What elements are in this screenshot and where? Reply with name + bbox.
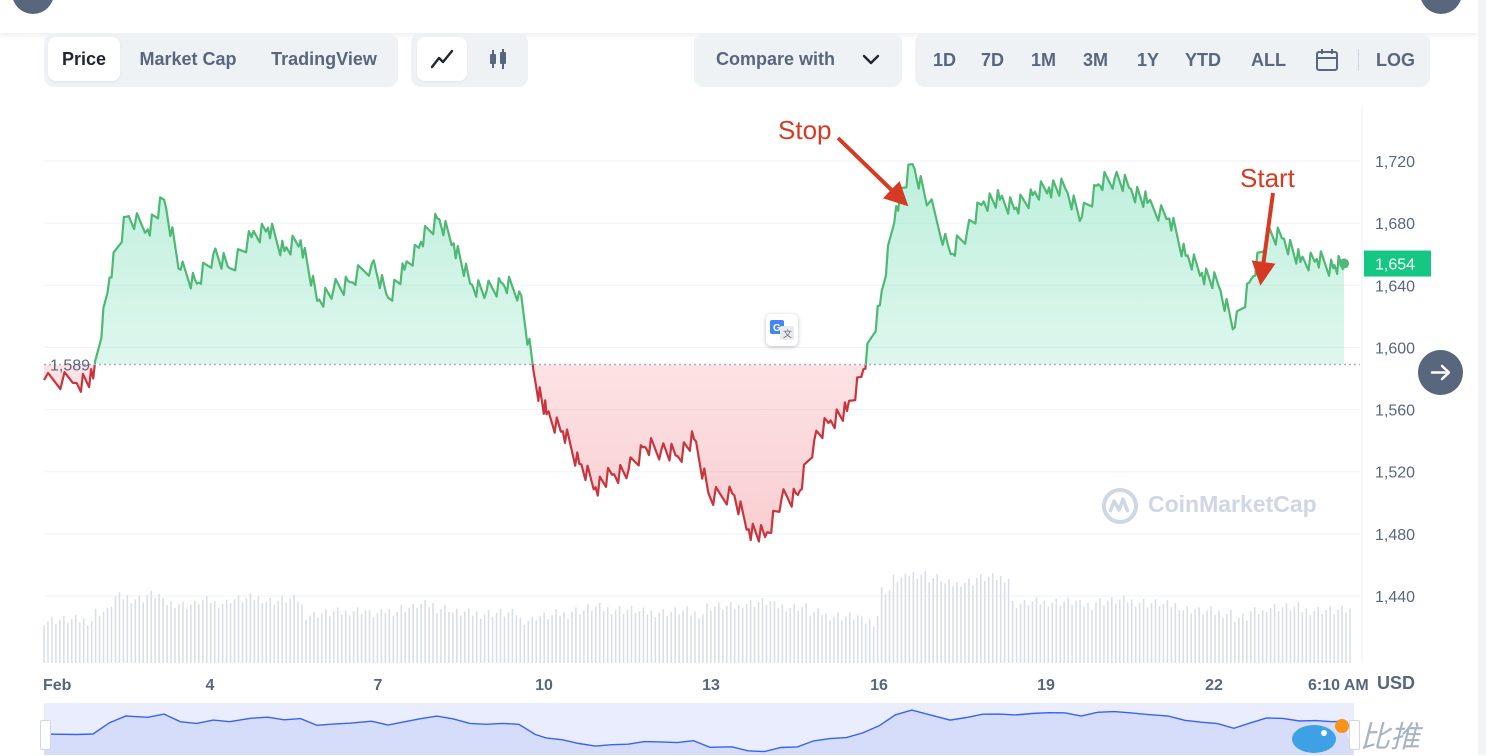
x-tick-label: 16 [870,677,888,694]
y-axis: 1,720 1,680 1,640 1,600 1,560 1,520 1,480 1,440 [1375,154,1415,606]
coinmarketcap-watermark: CoinMarketCap [1148,491,1317,517]
down-area [44,364,866,542]
x-tick-label: 13 [702,677,720,694]
next-arrow-button[interactable] [1418,350,1463,395]
y-tick-label: 1,520 [1375,465,1415,482]
page-edge [1478,0,1486,755]
x-tick-label: 4 [206,677,215,694]
up-area [44,164,1345,365]
candlestick-icon [490,49,506,69]
tab-price[interactable]: Price [48,37,120,81]
line-chart-icon [430,49,454,69]
y-tick-label: 1,560 [1375,403,1415,420]
chart-tabs: Price Market Cap TradingView [44,33,398,87]
svg-text:文: 文 [783,328,792,339]
current-price-label: 1,654 [1375,257,1415,274]
current-price-tag: 1,654 [1364,250,1431,277]
divider [1358,49,1359,71]
price-line-down [43,364,867,543]
stop-arrow [836,136,909,207]
x-tick-label: 19 [1037,677,1055,694]
tab-market-cap[interactable]: Market Cap [139,49,237,69]
arrow-right-icon [1430,364,1451,381]
svg-text:G: G [773,323,781,334]
range-all[interactable]: ALL [1251,50,1286,70]
x-axis: Feb 4 7 10 13 16 19 22 6:10 AM [43,677,1369,694]
y-tick-label: 1,440 [1375,589,1415,606]
compare-label: Compare with [716,49,836,69]
coinmarketcap-logo-icon [1102,488,1138,524]
top-bar [0,0,1478,33]
line-chart-button[interactable] [417,37,467,81]
y-tick-label: 1,480 [1375,527,1415,544]
navigator-line [44,709,1344,753]
translate-icon[interactable]: G 文 [766,314,798,346]
chart-style-toggle [411,33,528,87]
menu-icon[interactable] [1420,0,1462,14]
x-tick-label: Feb [43,677,72,694]
range-1y[interactable]: 1Y [1137,50,1160,70]
bird-logo-icon [1292,719,1349,753]
compare-with-dropdown[interactable]: Compare with [694,33,902,87]
y-tick-label: 1,720 [1375,154,1415,171]
x-tick-label: 22 [1205,677,1223,694]
stop-annotation: Stop [778,115,832,145]
current-price-badge [1364,250,1431,277]
price-line-up [93,163,1346,365]
price-lines [43,163,1350,543]
candlestick-button[interactable] [473,37,523,81]
price-areas [44,164,1345,542]
range-1m[interactable]: 1M [1031,50,1057,70]
y-tick-label: 1,600 [1375,340,1415,357]
chevron-down-icon [862,54,880,65]
bitui-watermark: 比推 [1360,721,1420,754]
volume-bars [43,570,1351,663]
currency-label: USD [1377,673,1416,693]
range-navigator[interactable] [44,703,1354,755]
navigator-left-handle[interactable] [40,720,51,750]
range-1d[interactable]: 1D [933,50,957,70]
calendar-icon[interactable] [1315,48,1339,72]
navigator-area [44,710,1354,755]
start-arrow [1251,192,1276,286]
x-tick-label: 7 [374,677,383,694]
navigator-right-handle[interactable] [1349,720,1360,750]
y-tick-label: 1,680 [1375,216,1415,233]
start-annotation: Start [1240,163,1295,193]
navigator-chart [44,709,1354,755]
time-range-selector: 1D 7D 1M 3M 1Y YTD ALL LOG [915,33,1430,87]
y-tick-label: 1,640 [1375,278,1415,295]
current-price-dot [1339,258,1350,269]
x-tick-label: 6:10 AM [1308,677,1369,694]
range-ytd[interactable]: YTD [1185,50,1221,70]
baseline-label: 1,589 [50,358,90,375]
x-tick-label: 10 [535,677,553,694]
range-3m[interactable]: 3M [1083,50,1109,70]
avatar[interactable] [12,0,54,14]
range-7d[interactable]: 7D [981,50,1005,70]
log-toggle[interactable]: LOG [1376,50,1415,70]
tab-tradingview[interactable]: TradingView [271,49,377,69]
